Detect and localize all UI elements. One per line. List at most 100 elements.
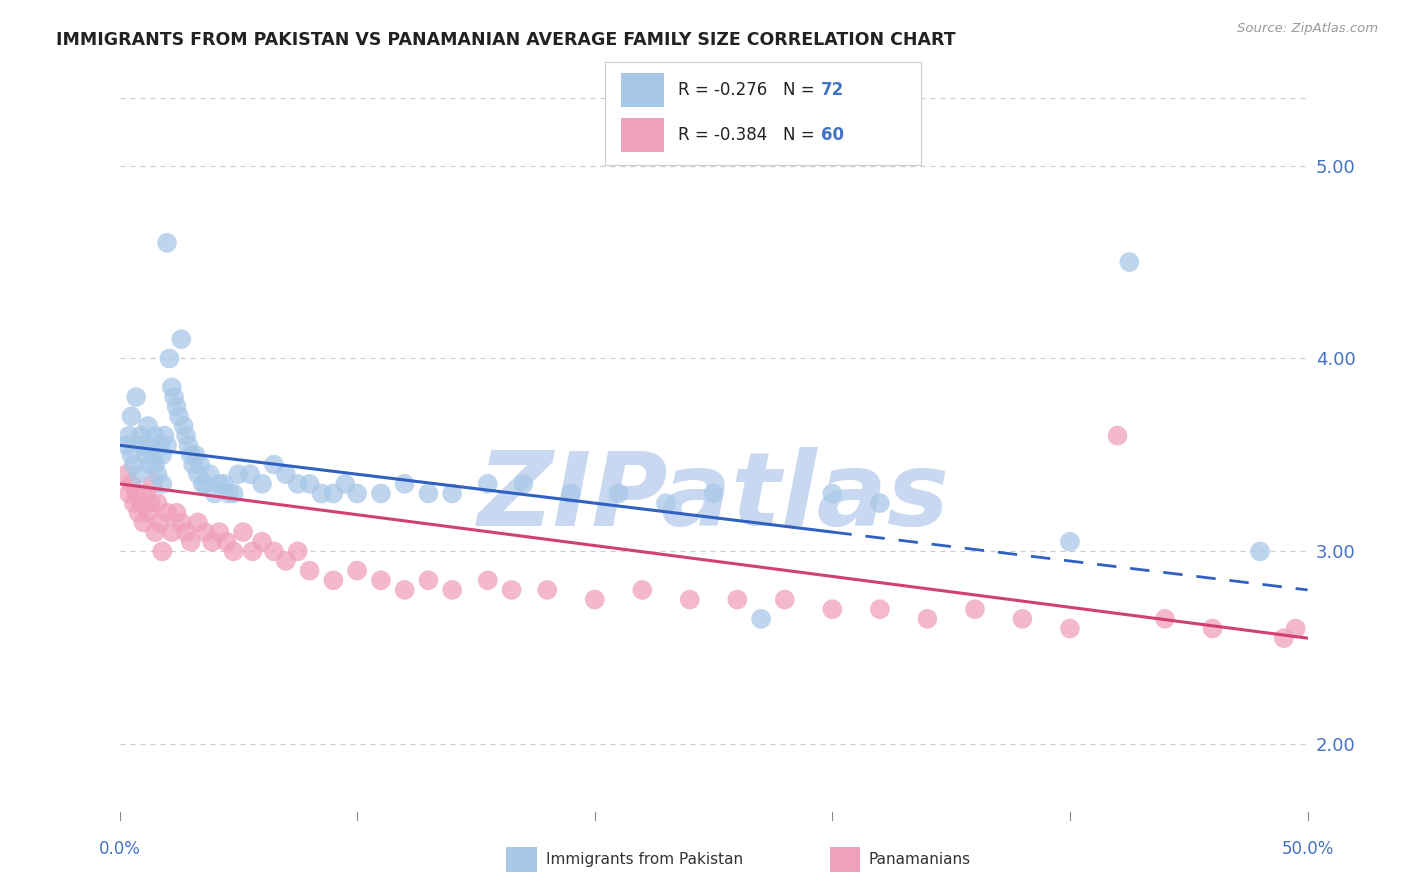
Point	[150, 476, 173, 491]
Point	[239, 467, 262, 482]
Text: Source: ZipAtlas.com: Source: ZipAtlas.com	[1237, 22, 1378, 36]
Point	[222, 486, 245, 500]
Point	[963, 602, 986, 616]
Point	[287, 476, 309, 491]
Point	[204, 486, 226, 500]
Point	[198, 467, 221, 482]
Point	[194, 476, 217, 491]
Point	[441, 486, 464, 500]
Point	[139, 496, 162, 510]
Point	[136, 419, 159, 434]
Point	[1059, 534, 1081, 549]
Point	[188, 458, 211, 472]
Point	[167, 409, 190, 424]
Point	[208, 476, 231, 491]
Point	[129, 428, 152, 442]
Point	[135, 448, 157, 462]
Point	[129, 496, 152, 510]
Point	[120, 448, 142, 462]
Point	[346, 486, 368, 500]
Point	[174, 524, 197, 539]
Point	[156, 506, 179, 520]
Point	[370, 486, 392, 500]
Point	[512, 476, 534, 491]
Point	[139, 438, 162, 452]
Point	[201, 534, 224, 549]
Point	[177, 438, 200, 452]
Point	[1118, 255, 1140, 269]
Text: 60: 60	[821, 126, 844, 144]
Point	[166, 506, 188, 520]
Text: R = -0.384   N =: R = -0.384 N =	[678, 126, 820, 144]
Point	[115, 438, 138, 452]
Point	[228, 467, 250, 482]
Point	[821, 602, 844, 616]
Point	[150, 544, 173, 558]
Point	[631, 582, 654, 597]
Point	[136, 506, 159, 520]
Text: 50.0%: 50.0%	[1281, 840, 1334, 858]
Point	[218, 486, 240, 500]
Point	[311, 486, 333, 500]
Point	[128, 467, 150, 482]
Point	[128, 506, 150, 520]
Text: 0.0%: 0.0%	[98, 840, 141, 858]
Point	[749, 612, 772, 626]
Point	[191, 476, 214, 491]
Point	[143, 458, 166, 472]
Point	[146, 467, 169, 482]
Point	[174, 428, 197, 442]
Point	[655, 496, 678, 510]
Point	[212, 476, 235, 491]
Point	[725, 592, 748, 607]
Point	[132, 516, 155, 530]
Point	[250, 534, 273, 549]
Point	[180, 534, 202, 549]
Text: IMMIGRANTS FROM PAKISTAN VS PANAMANIAN AVERAGE FAMILY SIZE CORRELATION CHART: IMMIGRANTS FROM PAKISTAN VS PANAMANIAN A…	[56, 31, 956, 49]
Point	[821, 486, 844, 500]
Point	[1201, 622, 1223, 636]
Point	[232, 524, 254, 539]
Point	[150, 448, 173, 462]
Point	[149, 516, 172, 530]
Point	[1285, 622, 1308, 636]
Point	[187, 467, 209, 482]
Point	[222, 544, 245, 558]
Text: ZIPatlas: ZIPatlas	[478, 447, 949, 549]
Point	[370, 574, 392, 588]
Point	[322, 486, 344, 500]
Point	[160, 524, 183, 539]
Point	[263, 458, 285, 472]
Point	[146, 496, 169, 510]
Point	[702, 486, 725, 500]
Point	[215, 534, 238, 549]
Point	[679, 592, 702, 607]
Point	[274, 467, 297, 482]
Point	[122, 458, 145, 472]
Point	[181, 458, 204, 472]
Point	[143, 428, 166, 442]
Point	[869, 602, 891, 616]
Point	[118, 428, 141, 442]
Text: R = -0.276   N =: R = -0.276 N =	[678, 81, 820, 99]
Point	[120, 409, 142, 424]
Point	[194, 524, 217, 539]
Point	[441, 582, 464, 597]
Text: 72: 72	[821, 81, 845, 99]
Point	[346, 564, 368, 578]
Point	[477, 574, 499, 588]
Point	[170, 332, 193, 346]
Point	[477, 476, 499, 491]
Text: Panamanians: Panamanians	[869, 853, 972, 867]
Point	[536, 582, 558, 597]
Point	[208, 524, 231, 539]
Point	[394, 476, 416, 491]
Point	[242, 544, 264, 558]
Point	[607, 486, 630, 500]
Point	[142, 476, 165, 491]
Point	[160, 380, 183, 394]
Point	[156, 235, 179, 250]
Point	[1059, 622, 1081, 636]
Text: Immigrants from Pakistan: Immigrants from Pakistan	[546, 853, 742, 867]
Point	[135, 486, 157, 500]
